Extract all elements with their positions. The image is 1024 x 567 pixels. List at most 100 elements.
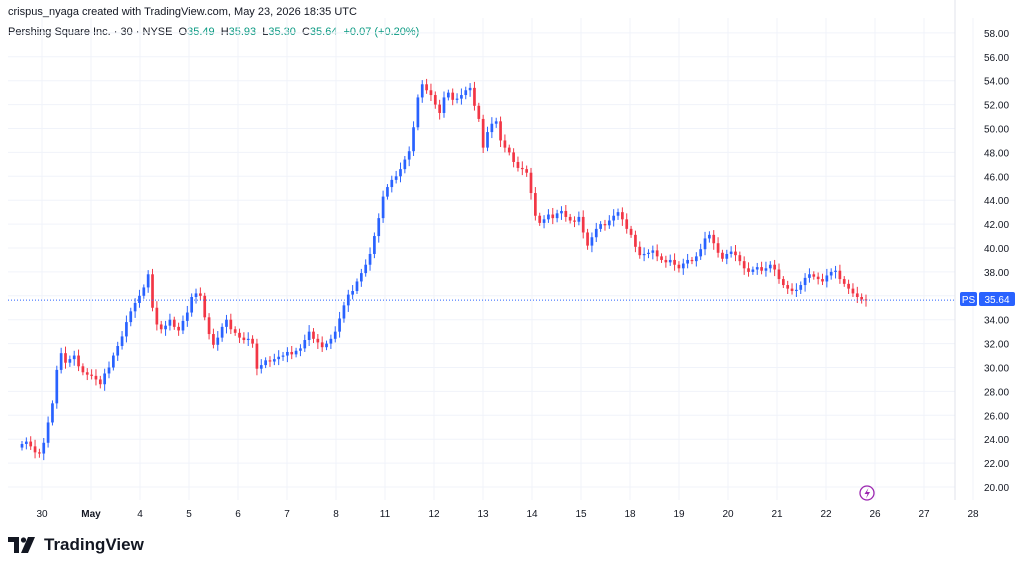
candle-body <box>390 179 394 188</box>
candle-body <box>447 92 450 98</box>
candle-body <box>142 287 146 296</box>
x-tick-label: 15 <box>575 509 587 520</box>
candle-body <box>199 293 202 296</box>
candle-body <box>286 351 289 356</box>
candle-body <box>773 264 776 270</box>
candle-body <box>416 97 420 128</box>
y-tick-label: 46.00 <box>984 172 1009 183</box>
candle-body <box>760 267 763 271</box>
candle-body <box>81 366 85 373</box>
price-tag-value: 35.64 <box>984 295 1009 306</box>
y-tick-label: 52.00 <box>984 101 1009 112</box>
candle-body <box>120 336 124 346</box>
candle-body <box>442 97 446 113</box>
candle-body <box>668 259 672 263</box>
candle-body <box>112 355 115 368</box>
tradingview-logo[interactable]: TradingView <box>8 535 144 555</box>
candle-body <box>242 337 246 341</box>
y-tick-label: 40.00 <box>984 244 1009 255</box>
candle-body <box>229 319 233 330</box>
candle-body <box>403 159 407 170</box>
candle-body <box>494 121 498 124</box>
candle-body <box>320 342 324 348</box>
candle-body <box>642 253 646 256</box>
x-tick-label: 13 <box>477 509 489 520</box>
candle-body <box>799 285 803 290</box>
candle-body <box>586 232 589 246</box>
candle-body <box>499 121 502 141</box>
candle-body <box>529 172 533 194</box>
candle-body <box>216 337 220 345</box>
candle-body <box>616 212 620 216</box>
candle-body <box>507 147 511 153</box>
chart-grid <box>8 0 974 500</box>
candle-body <box>212 334 215 345</box>
y-tick-label: 22.00 <box>984 459 1009 470</box>
x-tick-label: May <box>81 509 101 520</box>
candle-body <box>629 228 633 235</box>
y-tick-label: 58.00 <box>984 29 1009 40</box>
candle-body <box>272 359 276 362</box>
candle-body <box>603 224 607 226</box>
candle-body <box>455 98 459 100</box>
candle-body <box>708 234 711 239</box>
candle-body <box>725 253 729 259</box>
candle-body <box>425 84 428 91</box>
candle-body <box>129 311 133 323</box>
candle-body <box>177 326 180 331</box>
lightning-icon[interactable] <box>859 485 875 501</box>
y-tick-label: 50.00 <box>984 125 1009 136</box>
candle-body <box>316 338 320 343</box>
candle-body <box>159 324 163 330</box>
candle-body <box>764 268 768 271</box>
symbol-legend: Pershing Square Inc. · 30 · NYSE O35.49 … <box>8 26 419 38</box>
candle-body <box>38 452 41 454</box>
candle-body <box>860 296 863 300</box>
candle-body <box>577 216 581 222</box>
high-label: H <box>220 26 229 38</box>
candle-body <box>194 293 198 297</box>
candle-body <box>373 236 376 254</box>
candle-body <box>747 268 750 272</box>
candle-body <box>738 255 742 262</box>
y-tick-label: 38.00 <box>984 268 1009 279</box>
candle-body <box>155 307 159 325</box>
candle-body <box>381 196 385 219</box>
candle-body <box>786 285 790 289</box>
candle-body <box>681 263 685 269</box>
candle-body <box>460 95 463 99</box>
x-tick-label: 19 <box>673 509 685 520</box>
candle-body <box>742 261 746 269</box>
candle-body <box>647 252 650 254</box>
candle-body <box>768 264 772 269</box>
candle-body <box>612 215 616 221</box>
candle-body <box>433 95 437 105</box>
open-label: O <box>178 26 188 38</box>
candle-body <box>625 219 629 229</box>
x-tick-label: 5 <box>186 509 192 520</box>
candle-body <box>107 367 111 374</box>
candle-body <box>825 275 829 282</box>
candle-body <box>355 281 359 292</box>
x-tick-label: 12 <box>428 509 440 520</box>
candle-body <box>594 228 598 238</box>
candle-body <box>464 90 468 96</box>
candle-body <box>716 243 720 253</box>
candle-body <box>516 161 520 168</box>
y-tick-label: 24.00 <box>984 435 1009 446</box>
x-tick-label: 20 <box>722 509 734 520</box>
candle-body <box>246 338 250 341</box>
candle-body <box>651 250 655 253</box>
candle-body <box>547 214 550 220</box>
candle-body <box>703 238 707 250</box>
candle-body <box>721 252 724 259</box>
candle-body <box>42 442 46 454</box>
candle-body <box>238 332 241 338</box>
candle-body <box>477 105 481 119</box>
candle-body <box>712 234 716 244</box>
candle-body <box>25 441 28 444</box>
candle-body <box>803 277 807 286</box>
candle-body <box>777 269 781 280</box>
high-value: 35.93 <box>228 26 257 38</box>
